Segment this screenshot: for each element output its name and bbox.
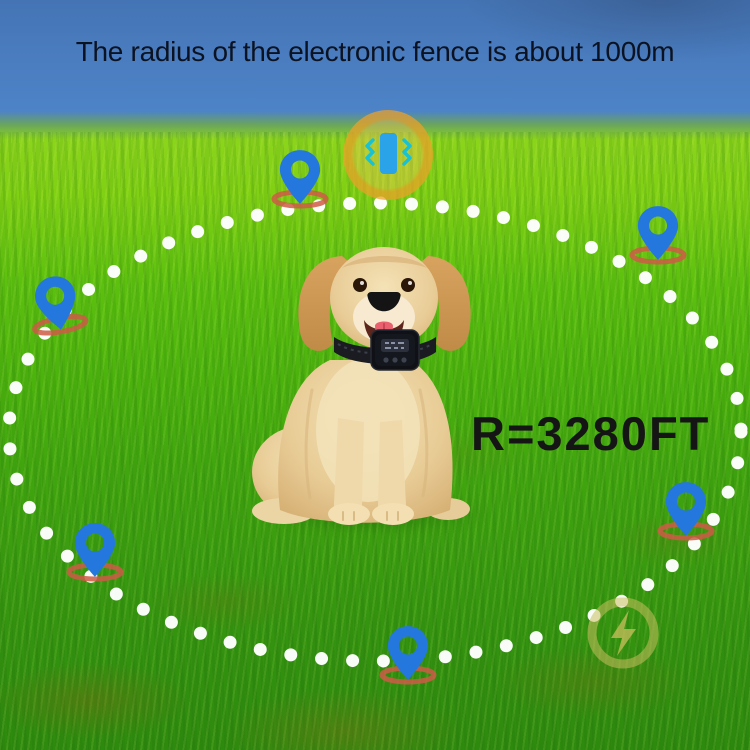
- location-pin: [271, 148, 329, 224]
- location-pin: [629, 204, 687, 280]
- location-pin: [657, 480, 715, 556]
- headline-text: The radius of the electronic fence is ab…: [75, 36, 675, 67]
- golden-retriever-dog: [252, 247, 471, 525]
- location-pin: [29, 271, 89, 354]
- vibration-device-glyph: [365, 133, 412, 174]
- radius-label: R=3280FT: [471, 407, 711, 460]
- recharge-lightning-icon: [587, 597, 659, 669]
- location-pin: [66, 521, 124, 597]
- sky-background: [0, 0, 750, 120]
- vibration-icon: [343, 110, 433, 200]
- location-pin: [379, 624, 437, 700]
